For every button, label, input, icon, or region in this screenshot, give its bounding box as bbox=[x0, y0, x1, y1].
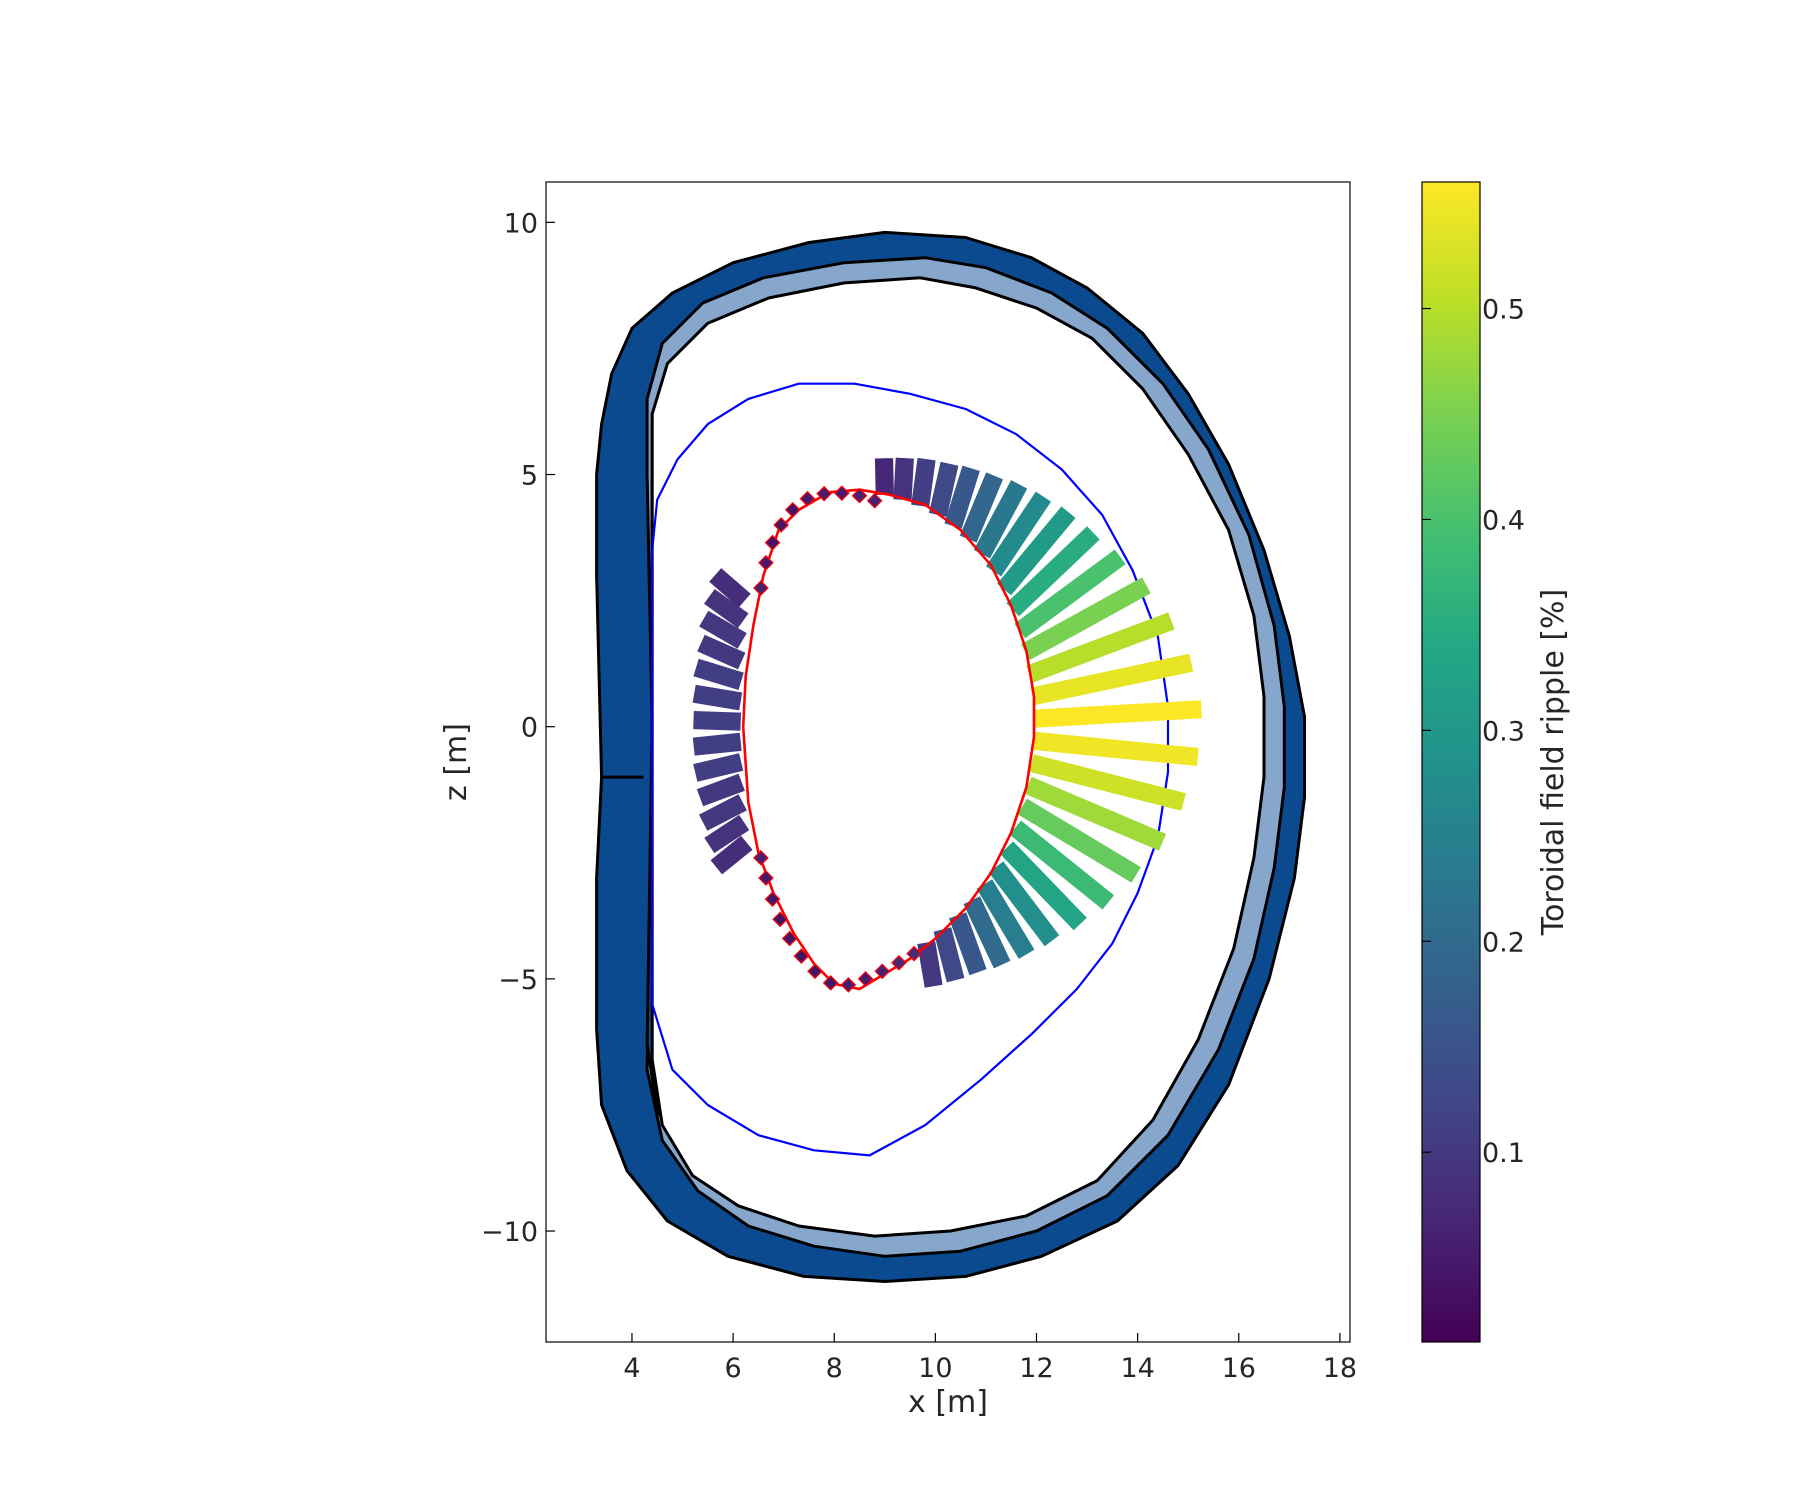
colorbar-gradient bbox=[1422, 182, 1480, 1342]
ripple-bar bbox=[874, 458, 894, 495]
ripple-marker bbox=[891, 954, 907, 971]
ripple-bar bbox=[699, 610, 747, 649]
ripple-bar bbox=[704, 589, 749, 629]
x-tick-label: 6 bbox=[725, 1353, 742, 1384]
x-axis-ticks: 4 6 8 10 12 14 16 18 bbox=[623, 1333, 1357, 1384]
ripple-marker bbox=[857, 971, 874, 987]
x-tick-label: 12 bbox=[1019, 1353, 1053, 1384]
ripple-bar bbox=[933, 927, 965, 983]
plot-area: 4 6 8 10 12 14 16 18 −10 −5 0 5 10 x [m] z [m] bbox=[439, 181, 1357, 1420]
ripple-marker bbox=[816, 485, 832, 502]
ripple-marker bbox=[833, 485, 850, 502]
y-tick-label: −5 bbox=[498, 965, 538, 996]
ripple-bar bbox=[697, 634, 746, 670]
colorbar-tick-label: 0.2 bbox=[1482, 927, 1525, 958]
y-tick-label: 10 bbox=[504, 208, 538, 239]
x-tick-label: 14 bbox=[1120, 1353, 1154, 1384]
ripple-bar bbox=[959, 472, 1003, 543]
ripple-bar bbox=[699, 794, 747, 831]
ripple-marker bbox=[799, 490, 816, 507]
ripple-bar bbox=[1021, 577, 1151, 660]
ripple-bar bbox=[709, 568, 751, 608]
ripple-bar bbox=[944, 465, 980, 529]
ripple-marker bbox=[851, 487, 868, 504]
ripple-bar bbox=[1033, 700, 1202, 728]
ripple-marker bbox=[906, 945, 922, 962]
y-axis-ticks: −10 −5 0 5 10 bbox=[481, 208, 555, 1248]
ripple-marker bbox=[772, 911, 788, 928]
ripple-marker bbox=[758, 554, 774, 571]
plot-frame bbox=[545, 181, 1351, 1343]
x-tick-label: 18 bbox=[1323, 1353, 1357, 1384]
ripple-bar bbox=[988, 861, 1060, 947]
tf-coil-bore bbox=[650, 276, 1266, 1238]
x-tick-label: 8 bbox=[826, 1353, 843, 1384]
ripple-bar bbox=[1024, 776, 1167, 851]
ripple-bar bbox=[1014, 549, 1126, 639]
ripple-bar bbox=[963, 896, 1011, 969]
x-tick-label: 10 bbox=[918, 1353, 952, 1384]
x-axis-label: x [m] bbox=[908, 1385, 988, 1420]
x-tick-label: 16 bbox=[1222, 1353, 1256, 1384]
ripple-marker bbox=[793, 948, 810, 965]
y-tick-label: −10 bbox=[481, 1217, 538, 1248]
ripple-marker bbox=[784, 501, 801, 518]
ripple-bar bbox=[692, 732, 742, 756]
colorbar-frame bbox=[1421, 181, 1481, 1343]
ripple-bar bbox=[893, 457, 914, 501]
ripple-marker bbox=[764, 534, 781, 551]
ripple-marker bbox=[764, 891, 781, 908]
ripple-bar bbox=[1029, 754, 1186, 811]
ripple-marker bbox=[753, 580, 769, 596]
colorbar-tick-label: 0.3 bbox=[1482, 716, 1525, 747]
ripple-bar bbox=[917, 941, 943, 988]
colorbar-tick-label: 0.4 bbox=[1482, 505, 1525, 536]
ripple-bar bbox=[911, 457, 936, 507]
y-tick-label: 0 bbox=[521, 713, 538, 744]
plot-marks bbox=[595, 230, 1306, 1283]
ripple-marker bbox=[758, 870, 774, 886]
ripple-bar bbox=[973, 480, 1028, 559]
ripple-bar bbox=[1006, 526, 1100, 617]
ripple-bar bbox=[692, 684, 743, 711]
ripple-bar bbox=[693, 711, 741, 731]
colorbar: 0.1 0.2 0.3 0.4 0.5 Toroidal field ripple [%… bbox=[1421, 181, 1571, 1343]
ripple-bar bbox=[704, 814, 750, 854]
colorbar-ticks: 0.1 0.2 0.3 0.4 0.5 bbox=[1422, 295, 1525, 1169]
ripple-bar bbox=[1017, 798, 1141, 883]
colorbar-tick-label: 0.5 bbox=[1482, 295, 1525, 326]
ripple-bar bbox=[696, 773, 745, 807]
ripple-marker bbox=[822, 975, 839, 991]
y-tick-label: 5 bbox=[521, 461, 538, 492]
ripple-bar bbox=[693, 753, 744, 782]
ripple-marker bbox=[840, 977, 857, 993]
ripple-bar bbox=[985, 491, 1051, 577]
ripple-marker bbox=[874, 963, 891, 980]
ripple-marker bbox=[807, 963, 823, 980]
ripple-bar bbox=[1030, 653, 1194, 706]
y-axis-label: z [m] bbox=[439, 723, 474, 801]
ripple-bar bbox=[1032, 731, 1199, 766]
ripple-bar bbox=[1009, 820, 1114, 910]
ripple-bar bbox=[693, 658, 744, 690]
ripple-marker bbox=[866, 492, 883, 509]
colorbar-tick-label: 0.1 bbox=[1482, 1138, 1525, 1169]
ripple-bar bbox=[929, 461, 959, 517]
ripple-bar bbox=[1000, 841, 1087, 931]
colorbar-label: Toroidal field ripple [%] bbox=[1536, 589, 1571, 937]
x-tick-label: 4 bbox=[623, 1353, 640, 1384]
ripple-bar bbox=[997, 506, 1076, 596]
ripple-bar bbox=[976, 879, 1035, 959]
ripple-marker bbox=[781, 930, 798, 947]
ripple-marker bbox=[753, 849, 769, 866]
ripple-bar bbox=[1026, 612, 1175, 683]
ripple-marker bbox=[773, 517, 789, 533]
ripple-bar bbox=[949, 912, 987, 976]
ripple-bar bbox=[710, 835, 753, 875]
